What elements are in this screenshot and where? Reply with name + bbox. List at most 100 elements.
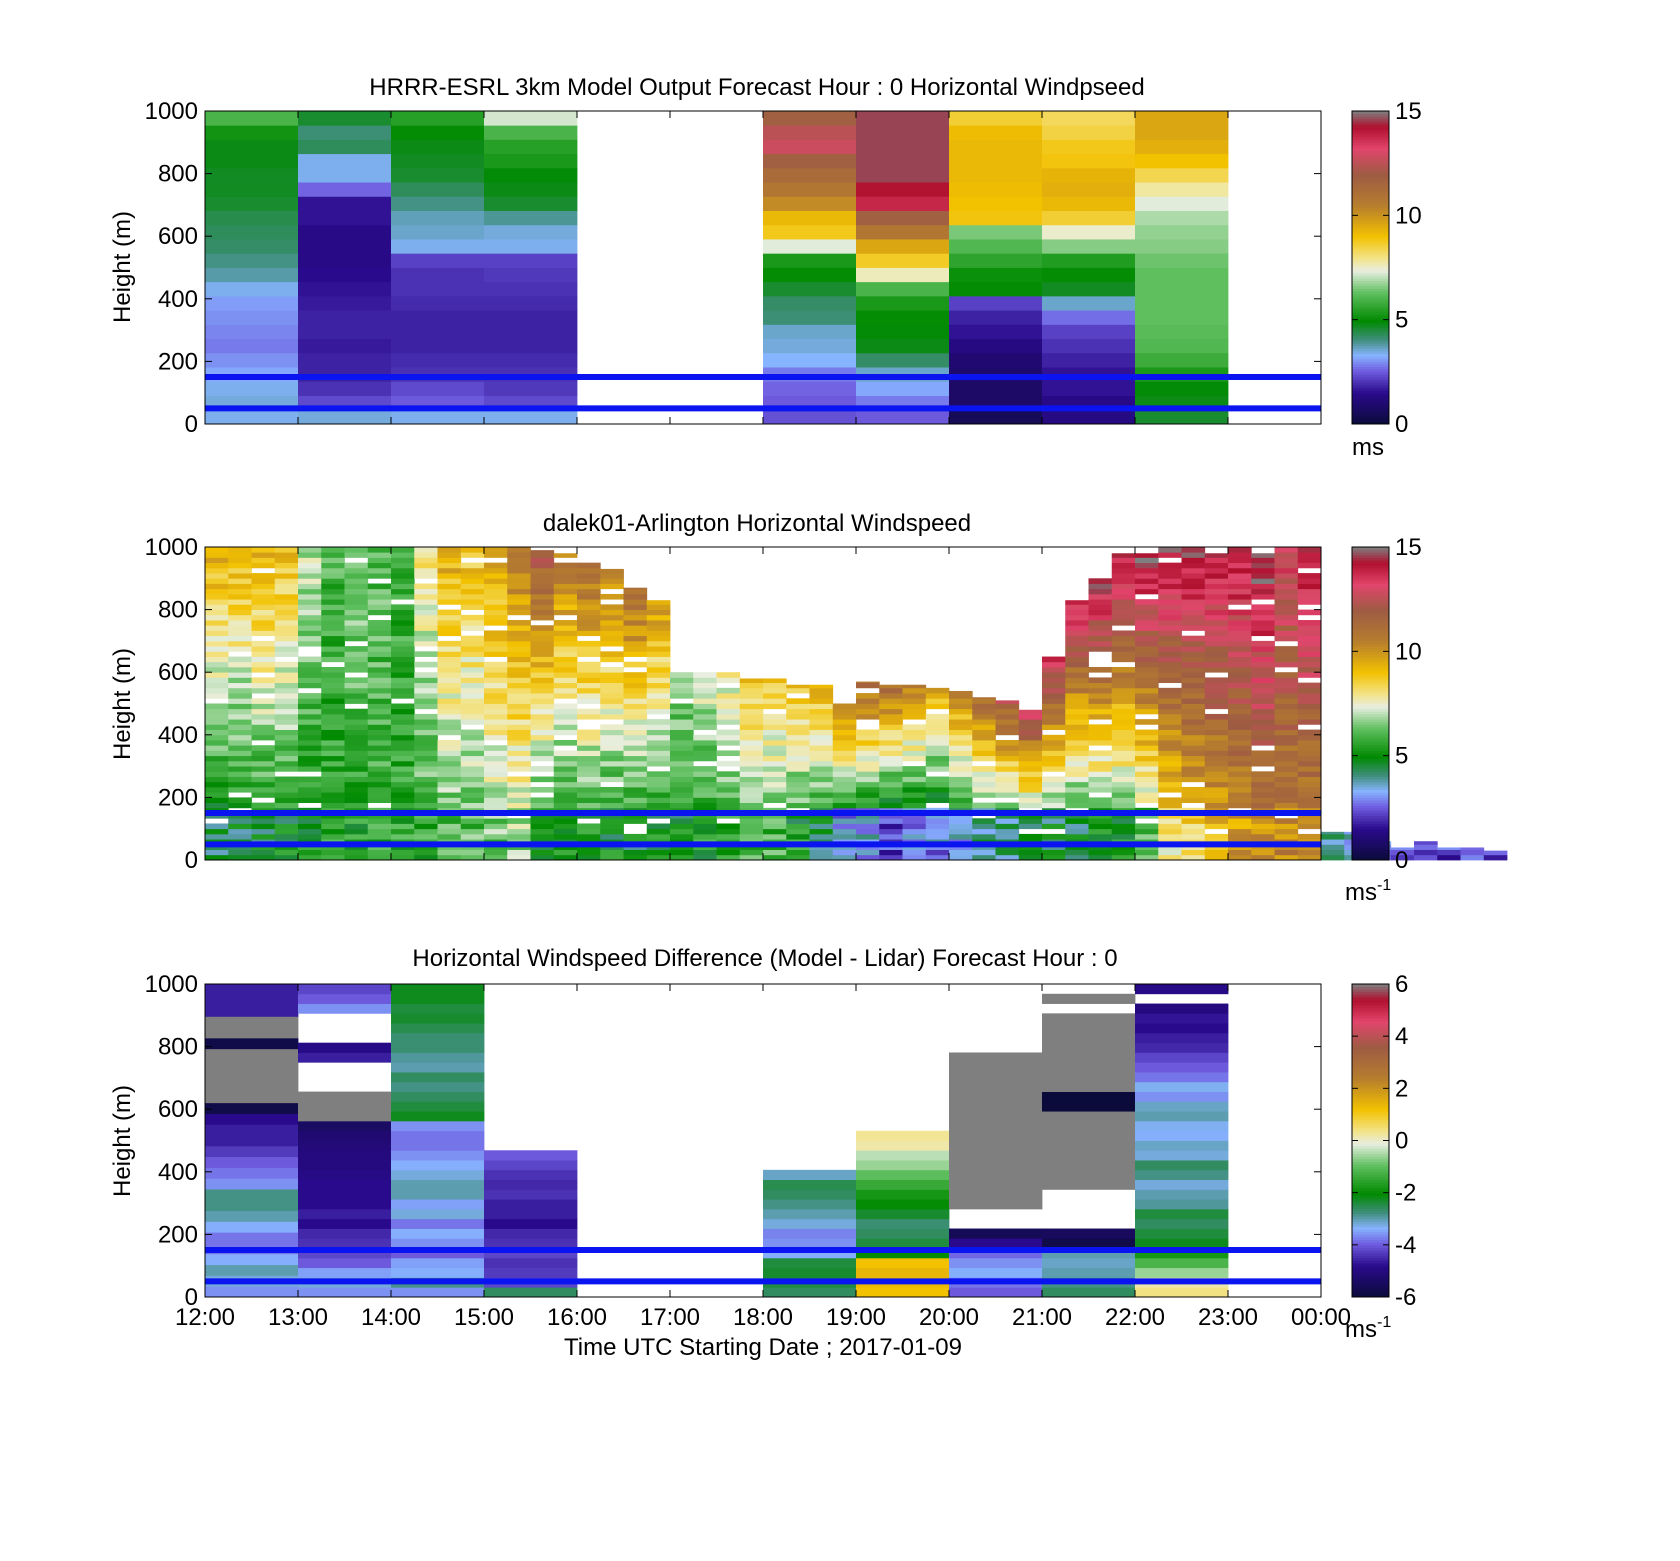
heatmap-cell: [1297, 630, 1322, 637]
heatmap-cell: [507, 729, 531, 736]
heatmap-cell: [670, 677, 694, 684]
colorbar-segment: [1352, 1015, 1389, 1019]
heatmap-cell: [460, 833, 485, 840]
heatmap-cell: [646, 771, 671, 777]
heatmap-cell: [344, 567, 369, 574]
heatmap-cell: [484, 324, 578, 340]
heatmap-cell: [274, 724, 299, 730]
heatmap-cell: [321, 578, 345, 584]
colorbar-segment: [1352, 1117, 1389, 1121]
colorbar-segment: [1352, 630, 1389, 634]
colorbar-segment: [1352, 682, 1389, 686]
heatmap-cell: [321, 713, 345, 720]
heatmap-cell: [553, 651, 578, 657]
colorbar-segment: [1352, 408, 1389, 412]
heatmap-cell: [763, 792, 787, 798]
heatmap-cell: [1088, 666, 1113, 673]
colorbar-segment: [1352, 257, 1389, 261]
heatmap-cell: [1158, 828, 1182, 835]
heatmap-cell: [484, 1189, 578, 1200]
heatmap-cell: [228, 635, 252, 642]
heatmap-cell: [1135, 1189, 1229, 1200]
heatmap-cell: [1228, 713, 1252, 720]
heatmap-cell: [484, 630, 508, 637]
heatmap-cell: [414, 625, 438, 631]
heatmap-cell: [1042, 310, 1136, 325]
colorbar-segment: [1352, 225, 1389, 229]
colorbar-segment: [1352, 758, 1389, 762]
heatmap-cell: [856, 771, 880, 777]
heatmap-cell: [391, 547, 415, 553]
heatmap-cell: [1251, 755, 1275, 762]
heatmap-cell: [228, 646, 252, 652]
colorbar-segment: [1352, 400, 1389, 404]
heatmap-cell: [716, 677, 741, 684]
heatmap-cell: [367, 593, 392, 600]
heatmap-cell: [1135, 182, 1229, 197]
heatmap-cell: [1228, 635, 1252, 642]
colorbar-segment: [1352, 1268, 1389, 1272]
heatmap-cell: [507, 693, 531, 699]
heatmap-cell: [1065, 666, 1089, 673]
heatmap-cell: [1181, 766, 1206, 772]
heatmap-cell: [391, 1150, 485, 1161]
heatmap-cell: [1297, 593, 1322, 600]
heatmap-cell: [949, 724, 973, 730]
heatmap-cell: [1204, 750, 1229, 757]
heatmap-cell: [995, 849, 1020, 856]
x-tick-label: 19:00: [826, 1304, 886, 1331]
heatmap-cell: [298, 1140, 392, 1151]
colorbar-segment: [1352, 1281, 1389, 1285]
heatmap-cell: [1065, 693, 1089, 699]
heatmap-cell: [507, 609, 531, 616]
heatmap-cell: [856, 1257, 950, 1269]
heatmap-cell: [321, 682, 345, 689]
heatmap-cell: [274, 640, 299, 647]
heatmap-cell: [437, 724, 462, 730]
heatmap-cell: [530, 599, 555, 605]
heatmap-cell: [577, 740, 601, 746]
heatmap-cell: [298, 828, 322, 835]
heatmap-cell: [484, 620, 508, 626]
heatmap-cell: [507, 682, 531, 689]
heatmap-cell: [1251, 693, 1275, 699]
heatmap-cell: [1251, 729, 1275, 736]
heatmap-cell: [484, 1208, 578, 1220]
colorbar-segment: [1352, 421, 1389, 425]
heatmap-cell: [1297, 557, 1322, 564]
heatmap-cell: [344, 625, 369, 631]
heatmap-cell: [367, 818, 392, 824]
heatmap-cell: [391, 196, 485, 211]
colorbar-segment: [1352, 137, 1389, 141]
heatmap-cell: [972, 766, 996, 772]
heatmap-cell: [321, 557, 345, 564]
heatmap-cell: [1251, 620, 1275, 626]
heatmap-cell: [321, 687, 345, 694]
heatmap-cell: [484, 828, 508, 835]
heatmap-cell: [484, 781, 508, 788]
heatmap-cell: [553, 708, 578, 715]
heatmap-cell: [391, 338, 485, 354]
colorbar-segment: [1352, 1208, 1389, 1212]
heatmap-cell: [1135, 1072, 1229, 1083]
heatmap-cell: [205, 766, 229, 772]
heatmap-cell: [763, 139, 857, 155]
heatmap-cell: [1042, 139, 1136, 155]
colorbar-segment: [1352, 753, 1389, 757]
heatmap-cell: [228, 828, 252, 835]
heatmap-cell: [902, 687, 927, 694]
colorbar-segment: [1352, 186, 1389, 190]
colorbar-segment: [1352, 792, 1389, 796]
heatmap-cell: [414, 729, 438, 736]
heatmap-cell: [391, 818, 415, 824]
heatmap-cell: [205, 1210, 299, 1222]
x-tick-label: 14:00: [361, 1304, 421, 1331]
heatmap-cell: [949, 1101, 1043, 1112]
heatmap-cell: [414, 766, 438, 772]
heatmap-cell: [507, 687, 531, 694]
heatmap-cell: [298, 1003, 392, 1014]
heatmap-cell: [1297, 573, 1322, 579]
colorbar-segment: [1352, 324, 1389, 328]
heatmap-cell: [600, 776, 624, 783]
heatmap-cell: [367, 666, 392, 673]
